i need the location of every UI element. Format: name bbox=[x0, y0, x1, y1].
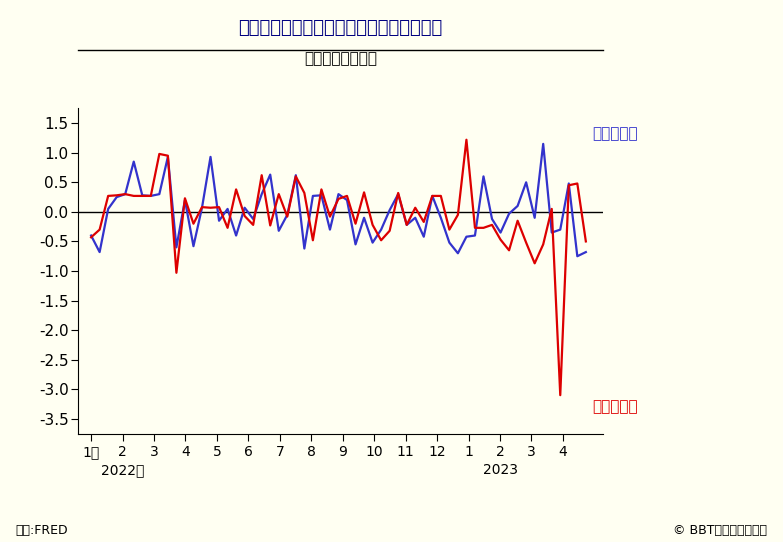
Text: 資料:FRED: 資料:FRED bbox=[16, 524, 68, 537]
Text: 米国銀行の預金残高の対前週増減比の推移: 米国銀行の預金残高の対前週増減比の推移 bbox=[239, 19, 442, 37]
Text: 小規模銀行: 小規模銀行 bbox=[593, 399, 638, 415]
Text: 2023: 2023 bbox=[482, 463, 518, 477]
Text: （％、週ベース）: （％、週ベース） bbox=[304, 51, 377, 67]
Text: © BBT大学総合研究所: © BBT大学総合研究所 bbox=[673, 524, 767, 537]
Text: 大規模銀行: 大規模銀行 bbox=[593, 126, 638, 141]
Text: 2022年: 2022年 bbox=[101, 463, 144, 477]
